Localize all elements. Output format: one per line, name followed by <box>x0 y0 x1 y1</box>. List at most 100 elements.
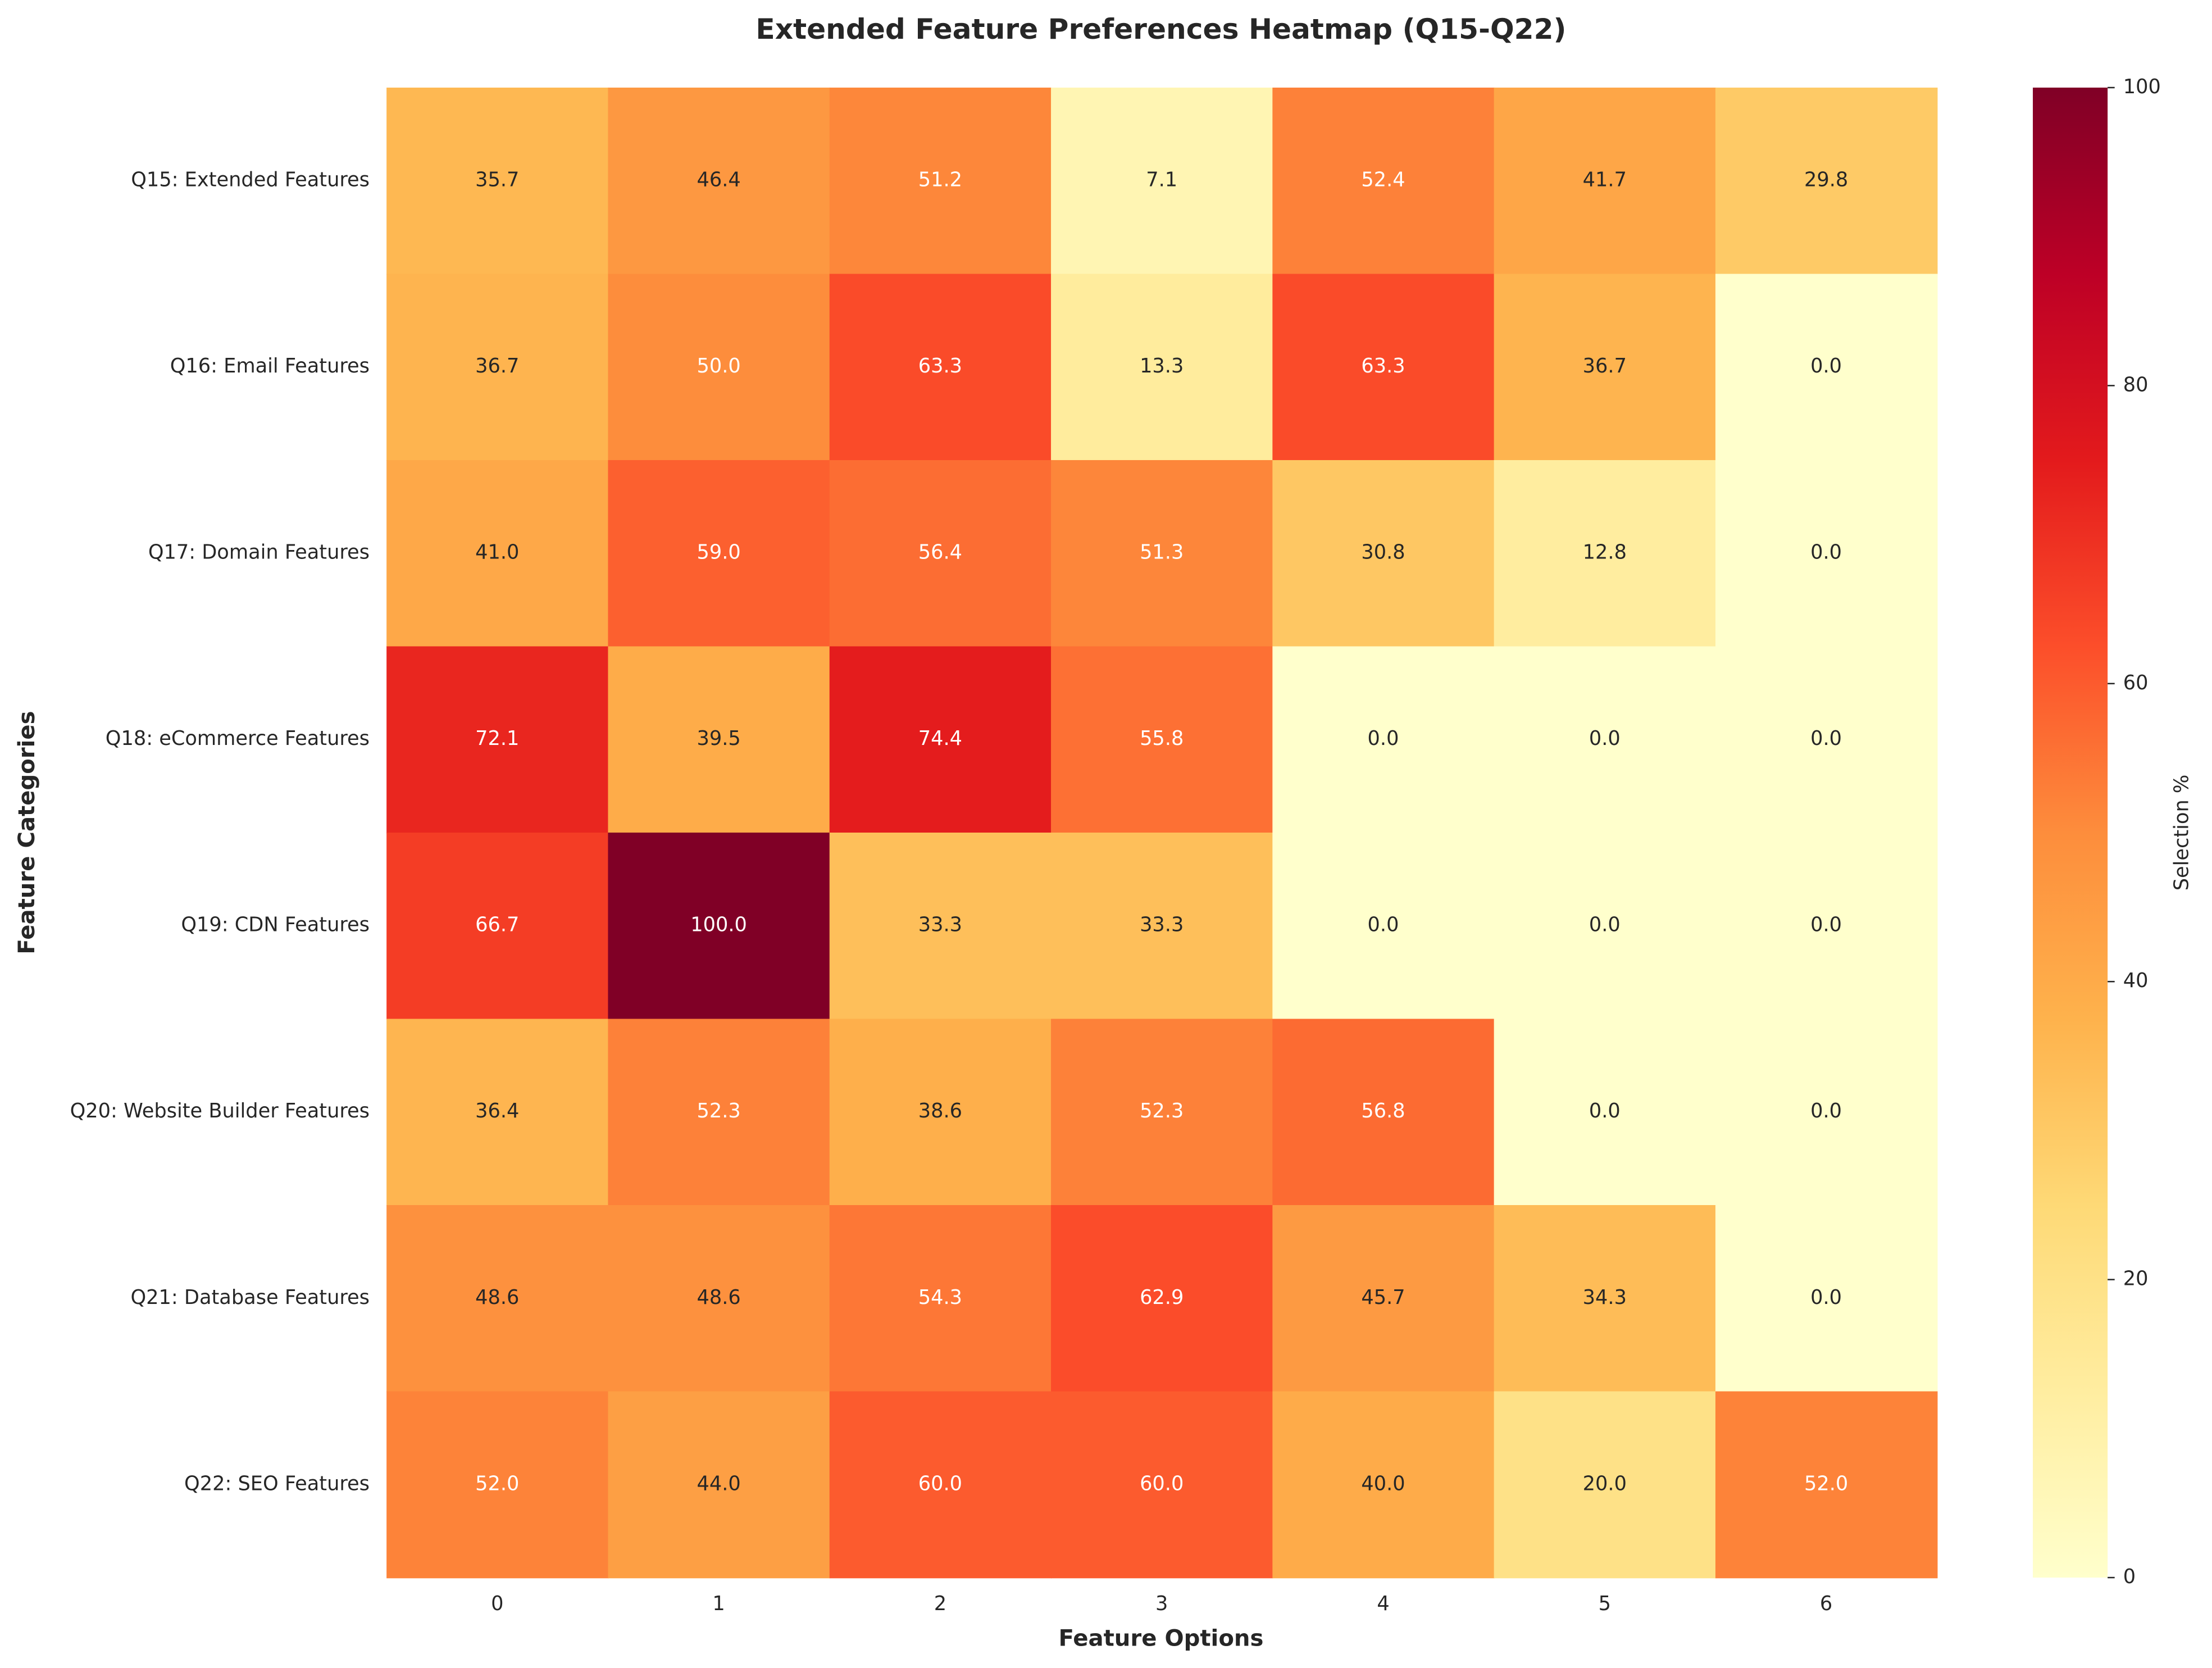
heatmap-cell <box>1272 87 1495 275</box>
colorbar-tick-label: 80 <box>2123 373 2149 396</box>
cell-label: 51.2 <box>918 169 962 192</box>
cell-label: 55.8 <box>1140 727 1184 750</box>
heatmap-cell <box>829 460 1052 647</box>
cell-label: 59.0 <box>697 541 740 564</box>
heatmap-cell <box>608 274 831 461</box>
heatmap-cell <box>1715 87 1938 275</box>
cell-label: 52.0 <box>1804 1472 1848 1495</box>
heatmap-cell <box>1715 460 1938 647</box>
cell-label: 44.0 <box>697 1472 740 1495</box>
cell-label: 0.0 <box>1810 913 1842 937</box>
heatmap-cell <box>1051 87 1273 275</box>
cell-label: 38.6 <box>918 1099 962 1122</box>
heatmap-cell <box>1272 646 1495 834</box>
heatmap-cell <box>1715 1019 1938 1206</box>
heatmap-cell <box>1051 832 1273 1020</box>
y-tick-label: Q20: Website Builder Features <box>70 1099 370 1122</box>
heatmap-cell <box>386 832 609 1020</box>
cell-label: 48.6 <box>475 1286 519 1309</box>
heatmap-cell <box>829 274 1052 461</box>
cell-label: 0.0 <box>1368 913 1399 937</box>
heatmap-cell <box>608 646 831 834</box>
heatmap-cell <box>1494 832 1717 1020</box>
heatmap-cell <box>1494 274 1717 461</box>
cell-label: 60.0 <box>918 1472 962 1495</box>
heatmap-cell <box>1051 1019 1273 1206</box>
cell-label: 46.4 <box>697 169 740 192</box>
cell-label: 56.4 <box>918 541 962 564</box>
x-tick-label: 3 <box>1155 1592 1168 1615</box>
cell-label: 13.3 <box>1140 354 1184 378</box>
heatmap-cell <box>386 1019 609 1206</box>
y-tick-label: Q17: Domain Features <box>148 541 370 564</box>
cell-label: 0.0 <box>1810 1286 1842 1309</box>
heatmap-cell <box>829 646 1052 834</box>
cell-label: 0.0 <box>1368 727 1399 750</box>
y-tick-label: Q18: eCommerce Features <box>106 727 370 750</box>
colorbar-tick-label: 0 <box>2123 1565 2136 1588</box>
heatmap-cell <box>608 1205 831 1392</box>
heatmap-cell <box>386 87 609 275</box>
cell-label: 36.7 <box>475 354 519 378</box>
heatmap-cell <box>1272 460 1495 647</box>
heatmap-cell <box>386 1205 609 1392</box>
heatmap-cell <box>608 1019 831 1206</box>
x-tick-label: 4 <box>1377 1592 1389 1615</box>
x-tick-label: 2 <box>934 1592 946 1615</box>
heatmap-cell <box>608 87 831 275</box>
cell-label: 54.3 <box>918 1286 962 1309</box>
cell-label: 0.0 <box>1810 727 1842 750</box>
cell-label: 0.0 <box>1810 541 1842 564</box>
heatmap-cell <box>1494 1205 1717 1392</box>
y-tick-label: Q19: CDN Features <box>181 913 370 937</box>
heatmap-cell <box>1715 646 1938 834</box>
cell-label: 52.4 <box>1361 169 1405 192</box>
heatmap-cell <box>386 274 609 461</box>
cell-label: 56.8 <box>1361 1099 1405 1122</box>
heatmap-cell <box>1051 274 1273 461</box>
colorbar-tick-label: 20 <box>2123 1267 2149 1290</box>
cell-label: 52.0 <box>475 1472 519 1495</box>
heatmap-cell <box>608 1391 831 1579</box>
heatmap-cell <box>1272 274 1495 461</box>
heatmap-cell <box>829 1391 1052 1579</box>
cell-label: 29.8 <box>1804 169 1848 192</box>
heatmap-cell <box>829 1019 1052 1206</box>
cell-label: 72.1 <box>475 727 519 750</box>
cell-label: 60.0 <box>1140 1472 1184 1495</box>
heatmap-cell <box>386 460 609 647</box>
cell-label: 52.3 <box>697 1099 740 1122</box>
heatmap-cell <box>1494 460 1717 647</box>
cell-label: 36.7 <box>1583 354 1627 378</box>
heatmap-cell <box>608 460 831 647</box>
cell-label: 51.3 <box>1140 541 1184 564</box>
cell-label: 74.4 <box>918 727 962 750</box>
heatmap-cell <box>1272 1205 1495 1392</box>
cell-label: 7.1 <box>1146 169 1177 192</box>
heatmap-cell <box>1494 1391 1717 1579</box>
heatmap-cell <box>829 832 1052 1020</box>
cell-label: 0.0 <box>1810 1099 1842 1122</box>
heatmap-cell <box>386 646 609 834</box>
colorbar-label: Selection % <box>2170 775 2193 891</box>
x-tick-label: 1 <box>712 1592 725 1615</box>
cell-label: 41.7 <box>1583 169 1627 192</box>
heatmap-cell <box>829 87 1052 275</box>
cell-label: 20.0 <box>1583 1472 1627 1495</box>
cell-label: 63.3 <box>918 354 962 378</box>
colorbar-tick-label: 40 <box>2123 969 2149 992</box>
heatmap-cell <box>1272 1019 1495 1206</box>
cell-label: 66.7 <box>475 913 519 937</box>
x-axis-label: Feature Options <box>1058 1626 1263 1652</box>
cell-label: 100.0 <box>690 913 747 937</box>
heatmap-cell <box>386 1391 609 1579</box>
heatmap-cell <box>1494 87 1717 275</box>
cell-label: 0.0 <box>1589 1099 1621 1122</box>
heatmap-cell <box>1051 460 1273 647</box>
cell-label: 50.0 <box>697 354 740 378</box>
x-tick-label: 6 <box>1820 1592 1832 1615</box>
heatmap-cell <box>1715 1391 1938 1579</box>
cell-label: 40.0 <box>1361 1472 1405 1495</box>
heatmap-cell <box>829 1205 1052 1392</box>
